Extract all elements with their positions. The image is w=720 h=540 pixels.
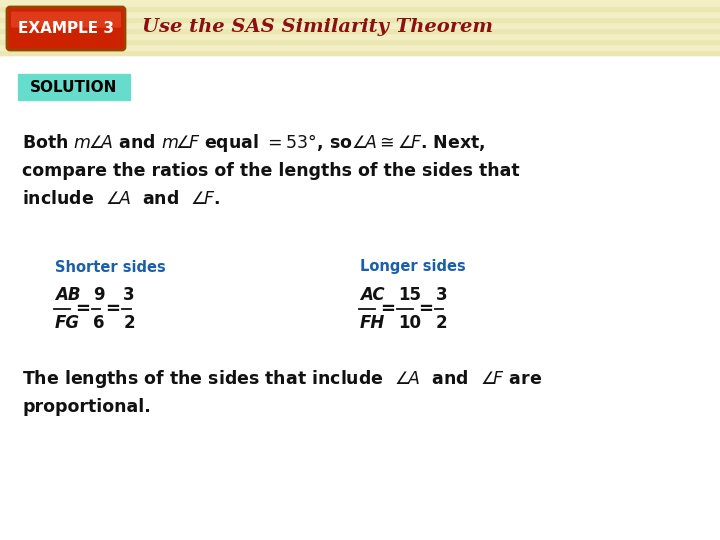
Bar [0, 17, 720, 22]
Bar [0, 33, 720, 38]
Text: 2: 2 [123, 314, 135, 332]
FancyBboxPatch shape [7, 7, 125, 50]
Text: 9: 9 [93, 286, 104, 304]
Text: =: = [380, 300, 395, 318]
Bar [0, 0, 720, 5]
Text: SOLUTION: SOLUTION [30, 79, 117, 94]
Text: 10: 10 [398, 314, 421, 332]
Bar [0, 28, 720, 33]
Text: proportional.: proportional. [22, 398, 150, 416]
Text: 2: 2 [436, 314, 447, 332]
Bar [0, 50, 720, 55]
Text: AB: AB [55, 286, 81, 304]
Text: AC: AC [360, 286, 384, 304]
Text: 15: 15 [398, 286, 421, 304]
Bar [0, 38, 720, 44]
Text: FH: FH [360, 314, 385, 332]
Text: =: = [418, 300, 433, 318]
Bar [0, 55, 720, 540]
Text: Both $m\!\angle\!A$ and $m\!\angle\!F$ equal $= 53°$, so$\angle\!A \cong \angle\: Both $m\!\angle\!A$ and $m\!\angle\!F$ e… [22, 132, 485, 154]
FancyBboxPatch shape [11, 11, 121, 28]
Text: EXAMPLE 3: EXAMPLE 3 [18, 21, 114, 36]
Text: =: = [75, 300, 90, 318]
Text: =: = [105, 300, 120, 318]
Text: The lengths of the sides that include  $\angle\!A$  and  $\angle\!F$ are: The lengths of the sides that include $\… [22, 368, 542, 390]
Text: 6: 6 [93, 314, 104, 332]
Bar [18, 74, 130, 100]
Bar [0, 22, 720, 28]
Text: compare the ratios of the lengths of the sides that: compare the ratios of the lengths of the… [22, 162, 520, 180]
Text: 3: 3 [436, 286, 447, 304]
Bar [0, 5, 720, 11]
Text: include  $\angle\!A$  and  $\angle\!F$.: include $\angle\!A$ and $\angle\!F$. [22, 190, 220, 208]
Text: FG: FG [55, 314, 80, 332]
Bar [0, 0, 720, 55]
Text: Longer sides: Longer sides [360, 260, 466, 274]
Bar [0, 44, 720, 50]
Bar [0, 11, 720, 17]
Text: Use the SAS Similarity Theorem: Use the SAS Similarity Theorem [142, 18, 493, 37]
Text: 3: 3 [123, 286, 135, 304]
Text: Shorter sides: Shorter sides [55, 260, 166, 274]
